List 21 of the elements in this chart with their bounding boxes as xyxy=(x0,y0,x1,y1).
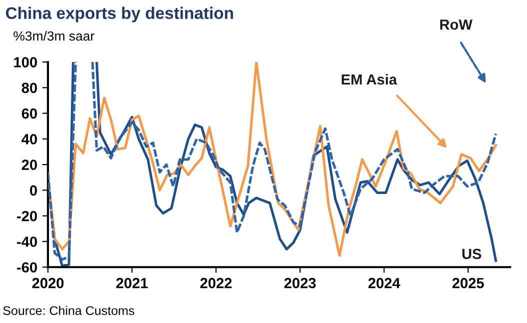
source-note: Source: China Customs xyxy=(3,306,134,316)
chart-title: China exports by destination xyxy=(6,6,233,22)
y-tick-label: 100 xyxy=(14,57,37,68)
y-tick-label: -40 xyxy=(17,236,37,247)
chart-subtitle: %3m/3m saar xyxy=(14,30,94,41)
y-tick-label: -20 xyxy=(17,210,37,222)
x-tick-label: 2020 xyxy=(32,278,64,288)
x-tick-label: 2025 xyxy=(452,278,484,288)
x-tick-label: 2024 xyxy=(368,278,400,288)
y-tick-label: -60 xyxy=(17,262,37,273)
text: RoW xyxy=(440,20,472,30)
y-tick-label: 0 xyxy=(30,185,37,196)
y-tick-label: 40 xyxy=(22,134,37,144)
x-tick-label: 2023 xyxy=(284,278,316,288)
y-tick-label: 60 xyxy=(22,108,37,119)
annotation: US xyxy=(462,248,482,260)
x-tick-label: 2021 xyxy=(116,278,148,288)
annotation: EM Asia xyxy=(342,74,398,85)
y-tick-label: 20 xyxy=(22,160,37,170)
x-tick-label: 2022 xyxy=(200,278,232,288)
y-tick-label: 80 xyxy=(22,82,37,94)
